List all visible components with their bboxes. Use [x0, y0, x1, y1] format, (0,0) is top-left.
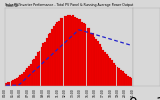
Bar: [108, 56, 109, 86]
Text: Total (W): Total (W): [6, 4, 18, 8]
Bar: [28, 66, 30, 86]
Text: 07:00: 07:00: [25, 88, 29, 97]
Text: Solar PV/Inverter Performance - Total PV Panel & Running Average Power Output: Solar PV/Inverter Performance - Total PV…: [5, 3, 133, 7]
Bar: [122, 71, 124, 86]
Bar: [71, 16, 72, 86]
Bar: [102, 50, 104, 86]
Bar: [37, 52, 39, 86]
Bar: [97, 41, 99, 86]
Bar: [18, 77, 19, 86]
Text: 15:00: 15:00: [86, 88, 90, 97]
Bar: [65, 16, 67, 86]
Text: 12:00: 12:00: [63, 88, 67, 97]
Bar: [94, 37, 95, 86]
Bar: [78, 19, 79, 86]
Text: 20:00: 20:00: [123, 88, 127, 97]
Bar: [120, 70, 122, 86]
Bar: [40, 47, 42, 86]
Bar: [85, 24, 86, 86]
Bar: [88, 28, 90, 86]
Bar: [76, 18, 78, 86]
Text: 05:00: 05:00: [10, 88, 14, 97]
Bar: [74, 17, 76, 86]
Bar: [127, 76, 129, 86]
Bar: [60, 18, 62, 86]
Bar: [7, 82, 9, 86]
Bar: [12, 80, 14, 86]
Bar: [26, 68, 28, 86]
Bar: [125, 74, 127, 86]
Bar: [69, 15, 71, 86]
Bar: [23, 72, 25, 86]
Bar: [55, 24, 56, 86]
Text: 09:00: 09:00: [40, 88, 44, 97]
Bar: [131, 78, 132, 86]
Text: 18:00: 18:00: [108, 88, 112, 97]
Bar: [42, 43, 44, 86]
Bar: [33, 59, 35, 86]
Text: 14:00: 14:00: [78, 88, 82, 97]
Text: 16:00: 16:00: [93, 88, 97, 97]
Bar: [104, 52, 106, 86]
Bar: [11, 81, 12, 86]
Bar: [99, 44, 101, 86]
Bar: [101, 47, 102, 86]
Bar: [58, 21, 60, 86]
Bar: [87, 28, 88, 86]
Bar: [5, 83, 7, 86]
Text: 17:00: 17:00: [101, 88, 105, 97]
Bar: [83, 23, 85, 86]
Bar: [129, 77, 131, 86]
Bar: [16, 78, 17, 86]
Bar: [124, 73, 125, 86]
Bar: [56, 22, 58, 86]
Text: 11:00: 11:00: [56, 88, 60, 97]
Bar: [62, 18, 64, 86]
Bar: [14, 79, 16, 86]
Bar: [49, 33, 51, 86]
Bar: [67, 15, 69, 86]
Bar: [106, 54, 108, 86]
Bar: [64, 16, 65, 86]
Bar: [118, 68, 120, 86]
Text: 10:00: 10:00: [48, 88, 52, 97]
Text: 21:00: 21:00: [131, 88, 135, 97]
Text: 13:00: 13:00: [71, 88, 75, 97]
Bar: [51, 29, 53, 86]
Bar: [111, 60, 113, 86]
Bar: [79, 19, 81, 86]
Bar: [48, 34, 49, 86]
Bar: [21, 74, 23, 86]
Text: 06:00: 06:00: [18, 88, 22, 97]
Bar: [46, 38, 48, 86]
Bar: [9, 82, 10, 86]
Bar: [30, 64, 32, 86]
Bar: [92, 33, 93, 86]
Bar: [32, 60, 33, 86]
Bar: [81, 22, 83, 86]
Bar: [35, 56, 37, 86]
Bar: [39, 51, 40, 86]
Bar: [90, 33, 92, 86]
Bar: [115, 65, 116, 86]
Text: 19:00: 19:00: [116, 88, 120, 97]
Bar: [72, 15, 74, 86]
Bar: [53, 26, 55, 86]
Bar: [109, 58, 111, 86]
Text: 08:00: 08:00: [33, 88, 37, 97]
Bar: [116, 67, 118, 86]
Text: 04:00: 04:00: [3, 88, 7, 97]
Bar: [113, 63, 115, 86]
Bar: [44, 42, 46, 86]
Bar: [25, 70, 26, 86]
Bar: [95, 39, 97, 86]
Bar: [19, 75, 21, 86]
